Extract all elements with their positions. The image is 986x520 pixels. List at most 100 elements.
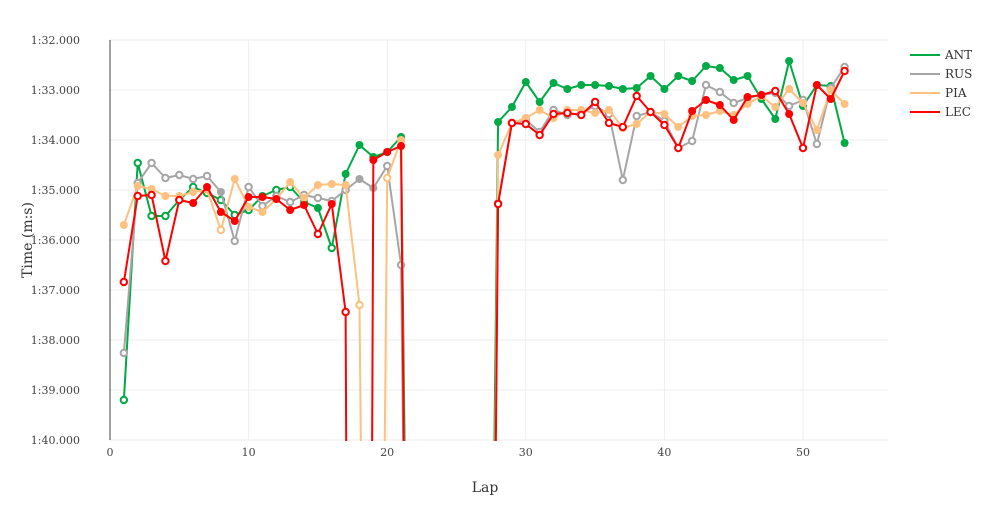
data-point (799, 99, 807, 107)
data-point (341, 181, 350, 189)
data-point (313, 204, 322, 212)
y-tick-label: 1:34.000 (31, 134, 80, 147)
data-point (743, 93, 752, 101)
data-point (494, 151, 503, 159)
data-point (840, 66, 849, 76)
data-point (701, 62, 710, 70)
y-axis-label: Time (m:s) (20, 202, 36, 278)
data-point (147, 190, 156, 200)
data-point (563, 85, 572, 93)
data-point (258, 208, 267, 216)
data-point (646, 107, 655, 117)
data-point (743, 72, 752, 80)
data-point (161, 173, 170, 183)
y-tick-label: 1:32.000 (31, 34, 80, 47)
data-point (715, 107, 724, 115)
data-point (286, 178, 295, 186)
data-point (674, 143, 683, 153)
data-point (216, 225, 226, 235)
data-point (383, 148, 392, 156)
data-point (812, 126, 821, 134)
data-point (383, 173, 392, 183)
data-point (840, 139, 849, 147)
data-point (660, 110, 669, 118)
data-point (383, 161, 392, 171)
data-point (590, 97, 600, 107)
data-point (244, 193, 253, 201)
data-point (341, 307, 350, 317)
data-point (604, 106, 613, 114)
y-tick-label: 1:40.000 (31, 434, 80, 447)
data-point (618, 175, 628, 185)
data-point (327, 200, 336, 208)
data-point (826, 86, 835, 94)
data-point (715, 87, 725, 97)
data-point (355, 175, 364, 183)
x-tick-label: 0 (107, 446, 114, 459)
data-point (632, 111, 641, 121)
data-point (549, 79, 558, 87)
data-point (632, 91, 641, 101)
legend-label: RUS (945, 67, 972, 81)
legend-label: PIA (945, 86, 967, 100)
data-point (521, 78, 530, 86)
axis-ticks: 1:32.000 1:33.000 1:34.000 1:35.000 1:36.000… (31, 34, 810, 459)
data-point (784, 101, 794, 111)
data-point (729, 76, 738, 84)
y-tick-label: 1:37.000 (31, 284, 80, 297)
data-point (300, 201, 309, 209)
data-point (549, 109, 558, 119)
data-point (757, 91, 766, 99)
data-point (688, 77, 697, 85)
data-point (674, 123, 683, 131)
y-tick-label: 1:36.000 (31, 234, 80, 247)
data-point (604, 118, 614, 128)
data-point (493, 199, 503, 209)
series-lec (119, 66, 849, 442)
data-point (133, 191, 142, 201)
x-tick-label: 50 (796, 446, 810, 459)
data-point (327, 180, 336, 188)
data-point (535, 98, 544, 106)
x-axis-label: Lap (472, 480, 499, 496)
data-point (674, 72, 683, 80)
data-point (604, 82, 613, 90)
data-point (563, 108, 572, 118)
data-point (119, 277, 129, 287)
data-point (313, 229, 323, 239)
legend-label: ANT (944, 48, 972, 62)
data-point (161, 211, 170, 221)
data-point (230, 175, 239, 183)
series-rus (119, 62, 849, 442)
data-point (688, 107, 697, 115)
data-point (771, 115, 780, 123)
data-point (341, 170, 350, 178)
y-tick-label: 1:35.000 (31, 184, 80, 197)
data-point (535, 106, 544, 114)
data-point (632, 120, 641, 128)
data-point (729, 98, 738, 108)
data-point (591, 109, 600, 117)
data-point (507, 118, 517, 128)
data-point (812, 81, 821, 89)
data-point (161, 192, 170, 200)
data-point (397, 142, 406, 150)
data-point (397, 136, 406, 144)
data-point (701, 96, 710, 104)
data-point (258, 193, 267, 201)
data-point (313, 193, 323, 203)
data-point (203, 183, 212, 191)
data-point (812, 139, 822, 149)
data-point (188, 174, 198, 184)
data-point (840, 100, 849, 108)
data-point (826, 95, 835, 103)
data-point (244, 182, 253, 192)
data-point (230, 236, 239, 246)
data-point (577, 110, 586, 120)
data-point (355, 141, 364, 149)
data-point (147, 185, 156, 193)
data-point (618, 85, 627, 93)
data-point (161, 256, 170, 266)
data-point (300, 194, 309, 202)
data-point (327, 243, 336, 253)
